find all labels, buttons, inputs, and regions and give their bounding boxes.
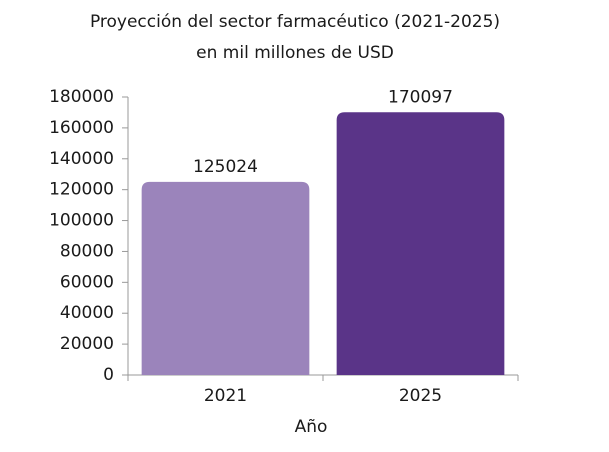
y-tick-label: 0 (103, 365, 114, 385)
bar (141, 181, 310, 375)
y-tick-label: 80000 (60, 241, 114, 261)
x-tick-label: 2025 (399, 386, 442, 406)
y-tick-label: 20000 (60, 334, 114, 354)
chart-subtitle: en mil millones de USD (196, 43, 394, 63)
y-tick-label: 120000 (49, 180, 114, 200)
data-label: 125024 (193, 157, 258, 177)
x-axis-label: Año (295, 417, 328, 437)
y-tick-label: 160000 (49, 118, 114, 138)
y-tick-label: 140000 (49, 149, 114, 169)
y-tick-label: 40000 (60, 303, 114, 323)
bar (336, 112, 505, 376)
y-tick-label: 180000 (49, 87, 114, 107)
y-tick-label: 100000 (49, 211, 114, 231)
x-tick-label: 2021 (204, 386, 247, 406)
chart-title: Proyección del sector farmacéutico (2021… (90, 12, 500, 32)
y-tick-label: 60000 (60, 272, 114, 292)
data-label: 170097 (388, 87, 453, 107)
